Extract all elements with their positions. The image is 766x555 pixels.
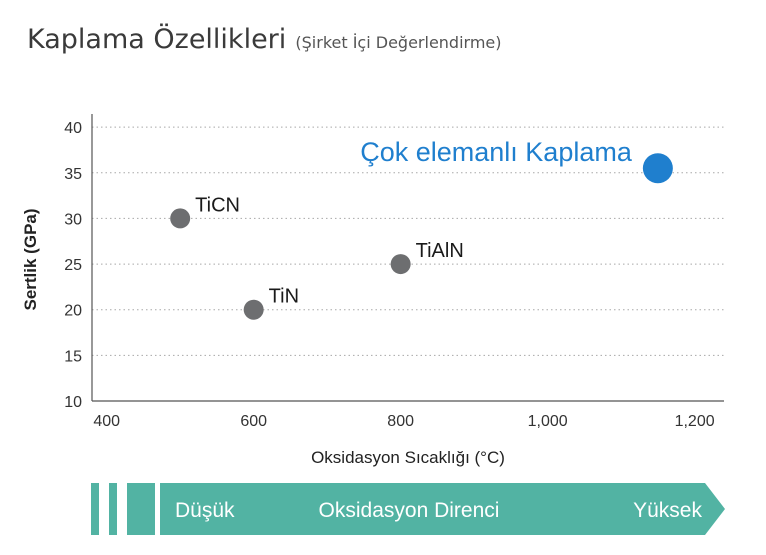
banner-stripe bbox=[109, 483, 117, 535]
x-tick-label: 1,200 bbox=[675, 413, 715, 430]
banner-middle-label: Oksidasyon Direnci bbox=[319, 499, 500, 522]
y-tick-label: 25 bbox=[64, 257, 82, 274]
x-axis-label: Oksidasyon Sıcaklığı (°C) bbox=[311, 448, 505, 467]
banner-high-label: Yüksek bbox=[633, 499, 702, 522]
data-point-label: Çok elemanlı Kaplama bbox=[360, 137, 633, 167]
banner-stripe bbox=[127, 483, 135, 535]
x-tick-label: 800 bbox=[387, 413, 414, 430]
y-tick-label: 10 bbox=[64, 394, 82, 411]
banner-stripes bbox=[91, 483, 155, 535]
data-point bbox=[170, 208, 191, 229]
x-tick-label: 600 bbox=[240, 413, 267, 430]
chart-title: Kaplama Özellikleri (Şirket İçi Değerlen… bbox=[27, 24, 502, 55]
banner-stripe bbox=[91, 483, 99, 535]
data-point bbox=[642, 153, 673, 184]
y-tick-label: 30 bbox=[64, 211, 82, 228]
y-tick-label: 40 bbox=[64, 120, 82, 137]
chart-title-main: Kaplama Özellikleri bbox=[27, 24, 287, 55]
y-tick-label: 15 bbox=[64, 348, 82, 365]
data-point bbox=[390, 254, 411, 275]
y-tick-label: 35 bbox=[64, 166, 82, 183]
banner-low-label: Düşük bbox=[175, 499, 235, 522]
scatter-chart: 10 15 20 25 30 35 40 400 600 800 1,000 1,200 Oksidas… bbox=[21, 114, 724, 467]
data-point-label: TiCN bbox=[195, 194, 240, 216]
y-tick-label: 20 bbox=[64, 303, 82, 320]
x-tick-label: 400 bbox=[93, 413, 120, 430]
data-point-label: TiN bbox=[269, 286, 299, 308]
data-point bbox=[243, 299, 264, 320]
chart-title-sub: (Şirket İçi Değerlendirme) bbox=[295, 33, 502, 52]
y-axis-label: Sertlik (GPa) bbox=[21, 208, 40, 310]
banner-arrow bbox=[160, 483, 725, 535]
x-tick-label: 1,000 bbox=[528, 413, 568, 430]
banner-stripe bbox=[135, 483, 155, 535]
data-point-label: TiAlN bbox=[416, 240, 464, 262]
